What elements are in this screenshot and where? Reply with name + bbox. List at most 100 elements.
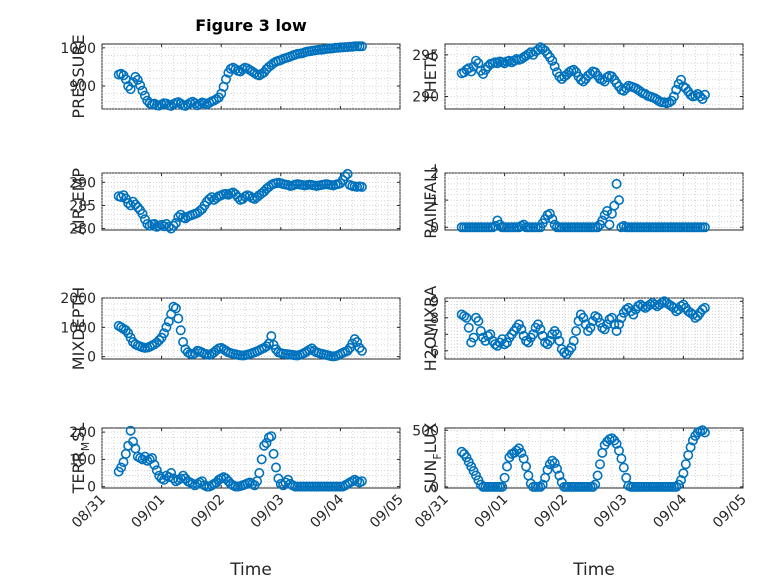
y-tick-label: 0 bbox=[430, 480, 439, 496]
data-point bbox=[352, 336, 363, 347]
y-axis-label: PRESSURE bbox=[69, 34, 88, 118]
data-point bbox=[602, 319, 613, 330]
data-point bbox=[244, 191, 255, 202]
data-point bbox=[699, 427, 710, 438]
data-point bbox=[551, 463, 562, 474]
data-point bbox=[568, 64, 579, 75]
data-point bbox=[644, 299, 655, 310]
data-point bbox=[490, 339, 501, 350]
data-point bbox=[356, 181, 367, 192]
grid-lines bbox=[101, 428, 401, 488]
data-point bbox=[590, 311, 601, 322]
data-point bbox=[616, 453, 627, 464]
data-point bbox=[590, 479, 601, 490]
data-point bbox=[499, 339, 510, 350]
data-point bbox=[613, 319, 624, 330]
data-point bbox=[597, 215, 608, 226]
data-series bbox=[113, 425, 367, 492]
data-point bbox=[542, 464, 553, 475]
data-point bbox=[175, 98, 186, 109]
data-point bbox=[611, 325, 622, 336]
data-point bbox=[633, 301, 644, 312]
data-point bbox=[540, 337, 551, 348]
data-point bbox=[128, 196, 139, 207]
data-point bbox=[585, 322, 596, 333]
data-point bbox=[675, 74, 686, 85]
y-tick-label: 295 bbox=[412, 48, 439, 64]
data-point bbox=[549, 458, 560, 469]
data-point bbox=[139, 90, 150, 101]
data-point bbox=[123, 198, 134, 209]
data-point bbox=[656, 297, 667, 308]
data-point bbox=[547, 214, 558, 225]
y-axis-label: H2OMIXRA bbox=[421, 286, 440, 372]
data-point bbox=[609, 319, 620, 330]
data-point bbox=[587, 481, 598, 492]
data-point bbox=[459, 311, 470, 322]
data-point bbox=[135, 80, 146, 91]
x-tick-label: 09/04 bbox=[650, 491, 690, 531]
data-point bbox=[342, 168, 353, 179]
y-tick-label: 6 bbox=[430, 344, 439, 360]
data-point bbox=[559, 347, 570, 358]
y-axis-label-main: THETA bbox=[421, 51, 440, 103]
data-point bbox=[211, 345, 222, 356]
data-series bbox=[456, 296, 710, 360]
y-axis-label-main: SUN bbox=[421, 460, 440, 494]
data-point bbox=[194, 206, 205, 217]
data-point bbox=[463, 322, 474, 333]
data-series bbox=[113, 301, 367, 362]
data-point bbox=[354, 342, 365, 353]
data-point bbox=[592, 222, 603, 233]
plot-area bbox=[444, 172, 744, 231]
data-point bbox=[120, 325, 131, 336]
y-tick-label: 2 bbox=[430, 166, 439, 182]
data-point bbox=[549, 61, 560, 72]
x-tick-label: 09/02 bbox=[531, 492, 571, 532]
data-point bbox=[685, 89, 696, 100]
data-point bbox=[551, 329, 562, 340]
data-point bbox=[594, 317, 605, 328]
data-point bbox=[611, 178, 622, 189]
data-point bbox=[544, 335, 555, 346]
data-point bbox=[466, 66, 477, 77]
data-point bbox=[497, 481, 508, 492]
data-point bbox=[699, 222, 710, 233]
x-tick-label: 09/02 bbox=[188, 492, 228, 532]
y-tick-label: 285 bbox=[69, 198, 96, 214]
y-axis-label-tail: LUX bbox=[421, 422, 440, 453]
data-point bbox=[190, 98, 201, 109]
data-point bbox=[685, 442, 696, 453]
data-point bbox=[675, 301, 686, 312]
data-point bbox=[170, 303, 181, 314]
data-point bbox=[261, 341, 272, 352]
data-point bbox=[266, 431, 277, 442]
data-series bbox=[456, 42, 710, 109]
data-point bbox=[678, 468, 689, 479]
data-point bbox=[190, 348, 201, 359]
data-point bbox=[592, 312, 603, 323]
data-point bbox=[237, 64, 248, 75]
data-point bbox=[604, 219, 615, 230]
y-axis-label-tail: EMP bbox=[69, 168, 88, 202]
data-point bbox=[149, 459, 160, 470]
data-point bbox=[664, 97, 675, 108]
data-point bbox=[116, 192, 127, 203]
data-point bbox=[637, 301, 648, 312]
data-point bbox=[611, 438, 622, 449]
x-tick-label: 09/03 bbox=[591, 492, 631, 532]
data-point bbox=[473, 316, 484, 327]
y-tick-label: 100 bbox=[69, 452, 96, 468]
y-tick-label: 500 bbox=[412, 423, 439, 439]
data-point bbox=[695, 91, 706, 102]
data-point bbox=[461, 312, 472, 323]
x-axis-label-right: Time bbox=[572, 560, 615, 580]
data-point bbox=[532, 44, 543, 55]
x-tick-label: 09/04 bbox=[307, 491, 347, 531]
data-series bbox=[113, 168, 367, 234]
